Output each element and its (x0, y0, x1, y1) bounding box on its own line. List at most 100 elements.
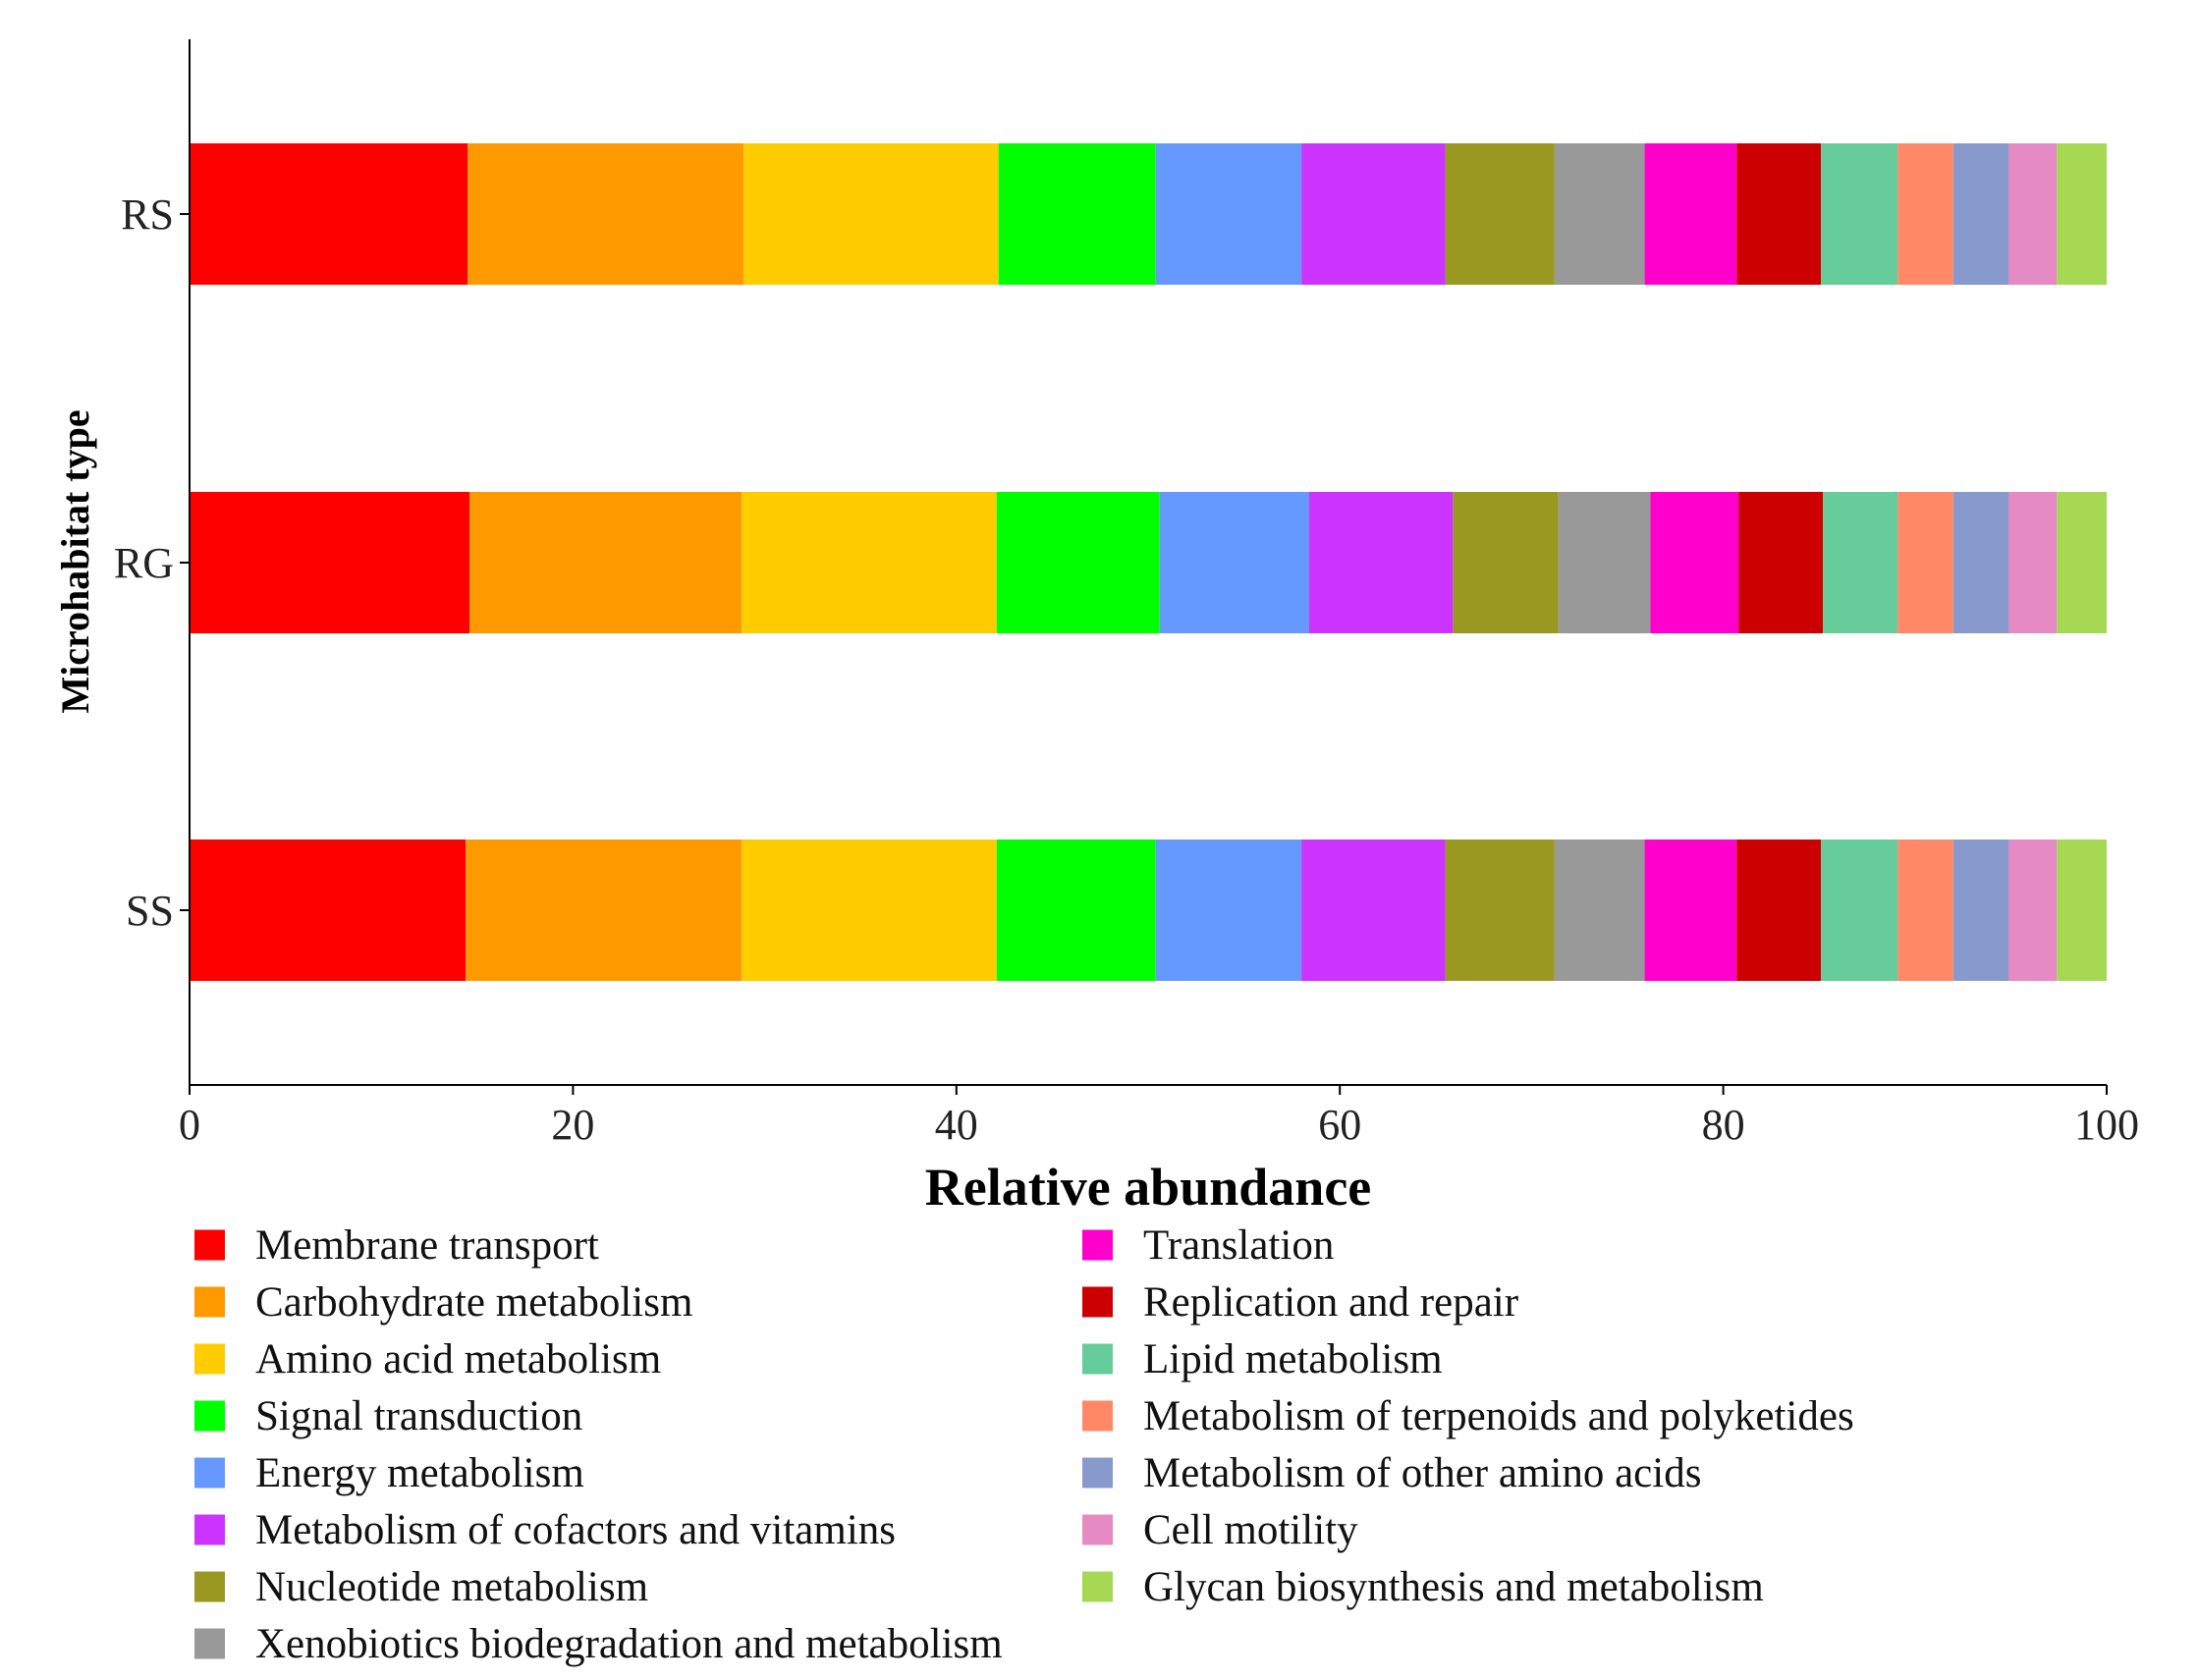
bar-rg-12 (1952, 492, 2009, 633)
legend: Membrane transport Carbohydrate metabolis… (194, 1222, 1854, 1667)
legend-item: Metabolism of other amino acids (1082, 1450, 1701, 1496)
bar-rs-5 (1301, 143, 1446, 285)
x-tick-label: 60 (1318, 1101, 1361, 1149)
bar-ss-6 (1445, 840, 1555, 981)
bar-rg-9 (1738, 492, 1824, 633)
bar-ss-3 (996, 840, 1156, 981)
legend-swatch (194, 1514, 225, 1545)
x-tick-label: 20 (551, 1101, 594, 1149)
y-axis-title: Microhabitat type (53, 409, 97, 713)
bar-rg-1 (468, 492, 742, 633)
x-tick-label: 0 (179, 1101, 200, 1149)
legend-item: Energy metabolism (194, 1450, 584, 1496)
bar-rs-11 (1897, 143, 1953, 285)
bar-ss-12 (1952, 840, 2009, 981)
legend-item: Replication and repair (1082, 1279, 1518, 1326)
bar-rs-10 (1821, 143, 1898, 285)
legend-label: Xenobiotics biodegradation and metabolis… (255, 1621, 1003, 1667)
bar-rg-7 (1558, 492, 1651, 633)
y-category-label: RS (121, 190, 174, 239)
bar-rs-7 (1554, 143, 1645, 285)
bar-rg-0 (190, 492, 469, 633)
bar-ss-10 (1821, 840, 1898, 981)
legend-swatch (1082, 1571, 1113, 1602)
bar-ss-13 (2008, 840, 2058, 981)
bar-ss-1 (466, 840, 742, 981)
legend-swatch (194, 1229, 225, 1261)
legend-label: Membrane transport (255, 1222, 599, 1269)
legend-label: Translation (1143, 1222, 1334, 1269)
x-axis-title: Relative abundance (925, 1158, 1372, 1217)
bar-ss-11 (1897, 840, 1953, 981)
legend-item: Lipid metabolism (1082, 1336, 1443, 1382)
legend-swatch (194, 1628, 225, 1659)
legend-item: Metabolism of cofactors and vitamins (194, 1507, 896, 1553)
bar-ss-0 (190, 840, 467, 981)
y-category-label: RG (114, 539, 174, 587)
legend-item: Glycan biosynthesis and metabolism (1082, 1564, 1764, 1610)
bar-rs-9 (1736, 143, 1822, 285)
bar-rg-10 (1823, 492, 1898, 633)
legend-swatch (1082, 1400, 1113, 1432)
bar-rg-11 (1897, 492, 1953, 633)
axes-group (180, 39, 2108, 1095)
bar-rs-12 (1952, 143, 2009, 285)
bar-rg-13 (2008, 492, 2058, 633)
legend-label: Cell motility (1143, 1507, 1358, 1553)
legend-item: Xenobiotics biodegradation and metabolis… (194, 1621, 1003, 1667)
x-tick-label: 100 (2074, 1101, 2139, 1149)
legend-item: Translation (1082, 1222, 1334, 1269)
bar-rg-14 (2057, 492, 2107, 633)
legend-swatch (194, 1571, 225, 1602)
legend-item: Membrane transport (194, 1222, 599, 1269)
bar-rg-5 (1308, 492, 1454, 633)
legend-item: Signal transduction (194, 1393, 582, 1439)
bar-ss-4 (1155, 840, 1302, 981)
legend-item: Carbohydrate metabolism (194, 1279, 692, 1326)
bar-ss-14 (2057, 840, 2107, 981)
legend-label: Metabolism of cofactors and vitamins (255, 1507, 896, 1553)
bar-rs-14 (2057, 143, 2107, 285)
legend-item: Metabolism of terpenoids and polyketides (1082, 1393, 1854, 1439)
bars-group (190, 143, 2107, 981)
legend-swatch (1082, 1229, 1113, 1261)
x-tick-label: 80 (1702, 1101, 1745, 1149)
bar-rs-3 (998, 143, 1156, 285)
legend-label: Carbohydrate metabolism (255, 1279, 692, 1326)
bar-rg-4 (1159, 492, 1309, 633)
legend-swatch (194, 1400, 225, 1432)
bar-rs-4 (1155, 143, 1302, 285)
y-categories-group: RS RG SS (114, 190, 174, 935)
bar-rs-6 (1445, 143, 1555, 285)
legend-label: Metabolism of other amino acids (1143, 1450, 1701, 1496)
bar-rs-0 (190, 143, 468, 285)
legend-swatch (1082, 1286, 1113, 1318)
legend-swatch (194, 1457, 225, 1489)
legend-swatch (1082, 1343, 1113, 1375)
legend-item: Nucleotide metabolism (194, 1564, 648, 1610)
legend-label: Replication and repair (1143, 1279, 1518, 1326)
legend-swatch (1082, 1514, 1113, 1545)
legend-label: Metabolism of terpenoids and polyketides (1143, 1393, 1854, 1439)
bar-rs-2 (743, 143, 999, 285)
legend-label: Nucleotide metabolism (255, 1564, 648, 1610)
bar-ss-7 (1554, 840, 1645, 981)
legend-swatch (194, 1286, 225, 1318)
bar-rg-2 (742, 492, 997, 633)
legend-swatch (1082, 1457, 1113, 1489)
bar-rg-8 (1650, 492, 1739, 633)
legend-label: Signal transduction (255, 1393, 582, 1439)
legend-label: Glycan biosynthesis and metabolism (1143, 1564, 1764, 1610)
legend-item: Cell motility (1082, 1507, 1358, 1553)
legend-label: Energy metabolism (255, 1450, 584, 1496)
legend-label: Lipid metabolism (1143, 1336, 1443, 1382)
bar-ss-8 (1644, 840, 1737, 981)
bar-ss-9 (1736, 840, 1822, 981)
bar-rg-6 (1453, 492, 1559, 633)
bar-rg-3 (996, 492, 1160, 633)
bar-rs-1 (467, 143, 744, 285)
legend-label: Amino acid metabolism (255, 1336, 661, 1382)
y-category-label: SS (126, 887, 174, 935)
bar-rs-13 (2008, 143, 2058, 285)
